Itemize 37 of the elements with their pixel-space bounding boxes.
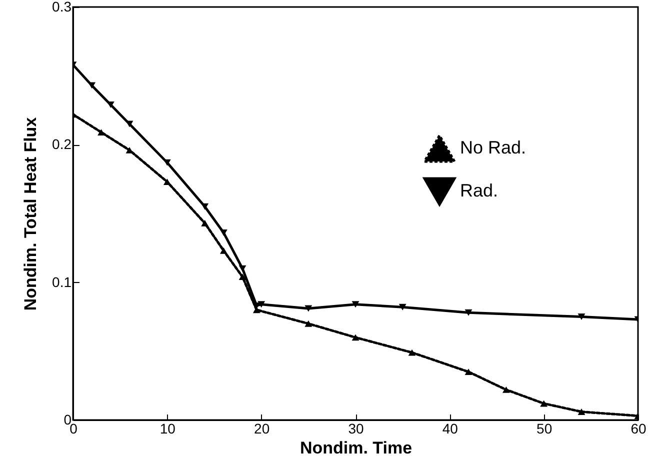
- x-tick-label: 30: [348, 420, 364, 436]
- x-tick-label: 60: [630, 420, 646, 436]
- point: [201, 203, 209, 210]
- point: [220, 230, 228, 236]
- point: [540, 400, 548, 407]
- point: [304, 320, 312, 327]
- y-tick-label: 0.1: [52, 274, 72, 290]
- point: [98, 129, 105, 136]
- point: [258, 301, 266, 308]
- point: [163, 178, 171, 186]
- point: [578, 314, 586, 320]
- point: [126, 120, 134, 128]
- x-tick-label: 40: [442, 420, 458, 436]
- point: [578, 408, 586, 415]
- point: [502, 386, 510, 393]
- point: [408, 349, 416, 356]
- point: [201, 220, 209, 226]
- legend-label: No Rad.: [460, 138, 526, 158]
- x-tick-label: 10: [160, 420, 176, 436]
- y-axis-title: Nondim. Total Heat Flux: [21, 116, 40, 311]
- point: [88, 82, 96, 89]
- point: [238, 274, 246, 280]
- x-tick-label: 50: [536, 420, 552, 436]
- y-tick-label: 0.2: [52, 136, 72, 152]
- point: [238, 265, 246, 272]
- point: [464, 368, 472, 376]
- point: [464, 309, 472, 316]
- point: [398, 304, 406, 310]
- point: [352, 301, 360, 308]
- legend-label: Rad.: [460, 180, 498, 200]
- point: [252, 306, 260, 314]
- point: [304, 305, 312, 312]
- x-axis-title: Nondim. Time: [300, 438, 412, 458]
- y-tick-label: 0.3: [52, 0, 72, 14]
- x-tick-label: 20: [254, 420, 270, 436]
- point: [352, 334, 360, 341]
- point: [220, 247, 228, 254]
